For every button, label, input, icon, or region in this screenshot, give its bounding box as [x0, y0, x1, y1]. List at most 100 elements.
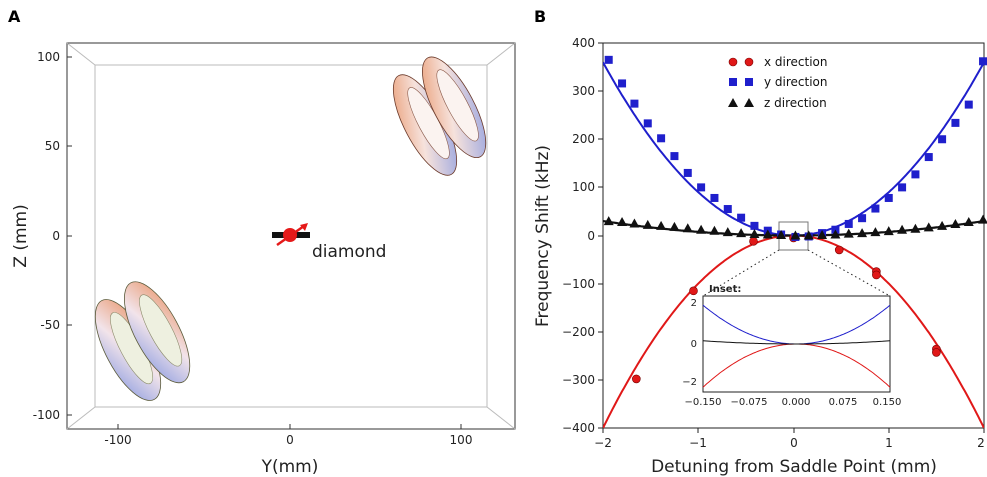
ytick-label: -50 — [40, 318, 60, 332]
data-point-y — [964, 100, 973, 109]
inset-xtick: 0.000 — [782, 397, 811, 408]
xtick-label: -100 — [104, 433, 131, 447]
data-point-z — [950, 218, 961, 228]
ytick-label: 50 — [45, 139, 60, 153]
data-point-z — [897, 224, 908, 234]
inset-ytick: −2 — [682, 377, 697, 388]
panel-a-box — [94, 64, 488, 408]
data-point-y — [737, 213, 746, 222]
data-point-y — [898, 183, 907, 192]
ytick-label: 0 — [52, 229, 60, 243]
data-point-z — [696, 224, 707, 234]
ytick-label: −200 — [562, 325, 595, 339]
data-point-y — [670, 152, 679, 161]
data-point-y — [604, 55, 613, 64]
box-edge — [486, 42, 516, 66]
ytick-label: 100 — [37, 50, 60, 64]
panel-a-xlabel: Y(mm) — [261, 457, 319, 477]
data-point-y — [630, 99, 639, 108]
box-edge — [66, 406, 96, 430]
data-point-z — [642, 219, 653, 229]
legend-label: y direction — [764, 75, 828, 89]
panel-b-xticks: −2 −1 0 1 2 — [594, 428, 985, 450]
inset-label: Inset: — [709, 284, 741, 295]
data-point-y — [871, 204, 880, 213]
ytick-label: 0 — [587, 229, 595, 243]
xtick-label: 2 — [977, 436, 985, 450]
xtick-label: 0 — [286, 433, 294, 447]
panel-a-plot: 100 50 0 -50 -100 -100 0 100 Y(mm) Z (mm… — [11, 42, 516, 477]
panel-a-yticks: 100 50 0 -50 -100 — [33, 50, 72, 422]
data-point-z — [923, 222, 934, 232]
inset-curves — [702, 304, 891, 388]
diamond-marker — [272, 223, 310, 247]
legend-label: x direction — [764, 55, 828, 69]
data-point-x — [932, 348, 941, 357]
inset-xtick: 0.150 — [873, 397, 902, 408]
data-point-y — [657, 134, 666, 143]
panel-b-ylabel: Frequency Shift (kHz) — [533, 145, 553, 327]
coil-pair-lower — [94, 281, 191, 401]
data-point-y — [951, 118, 960, 127]
box-edge — [66, 42, 96, 66]
data-point-y — [938, 135, 947, 144]
legend: x direction y direction z direction — [728, 55, 828, 110]
legend-item-z: z direction — [728, 96, 827, 110]
data-point-z — [937, 220, 948, 230]
data-point-z — [830, 229, 841, 239]
xtick-label: 1 — [885, 436, 893, 450]
ytick-label: -100 — [33, 408, 60, 422]
data-point-y — [979, 57, 987, 66]
panel-b-yticks: 400 300 200 100 0 −100 −200 −300 −400 — [562, 36, 603, 435]
inset-xtick: 0.075 — [829, 397, 858, 408]
data-point-y — [683, 168, 692, 177]
ytick-label: −100 — [562, 277, 595, 291]
data-point-z — [910, 223, 921, 233]
xtick-label: 100 — [450, 433, 473, 447]
data-point-x — [872, 270, 881, 280]
legend-item-x: x direction — [728, 55, 828, 69]
data-point-y — [911, 170, 920, 179]
data-point-z — [722, 227, 733, 237]
data-point-z — [617, 217, 628, 227]
data-markers — [603, 55, 987, 384]
panel-b-label: B — [534, 7, 546, 26]
legend-item-y: y direction — [729, 75, 828, 89]
legend-label: z direction — [764, 96, 827, 110]
data-point-z — [817, 230, 828, 240]
ytick-label: 200 — [572, 132, 595, 146]
inset-ytick: 2 — [691, 298, 697, 309]
inset-plot: Inset: 2 0 −2 −0.150 −0.075 0.000 0.075 … — [682, 284, 901, 408]
ytick-label: 400 — [572, 36, 595, 50]
data-point-y — [723, 205, 732, 214]
data-point-z — [656, 220, 667, 230]
inset-xtick: −0.075 — [730, 397, 767, 408]
coil-pair-upper — [392, 56, 487, 176]
data-point-z — [669, 221, 680, 231]
ytick-label: −400 — [562, 421, 595, 435]
data-point-y — [844, 219, 853, 228]
diamond-label: diamond — [312, 242, 386, 262]
data-point-z — [857, 228, 868, 238]
data-point-z — [978, 214, 987, 224]
data-point-z — [803, 230, 814, 240]
data-point-y — [884, 193, 893, 202]
data-point-z — [682, 223, 693, 233]
data-point-z — [709, 225, 720, 235]
data-point-z — [776, 230, 787, 240]
data-point-z — [603, 216, 614, 226]
data-point-z — [749, 229, 760, 239]
ytick-label: 100 — [572, 180, 595, 194]
ytick-label: −300 — [562, 373, 595, 387]
panel-a-label: A — [8, 7, 21, 26]
data-point-z — [870, 227, 881, 237]
data-point-z — [762, 229, 773, 239]
data-point-z — [790, 230, 801, 240]
xtick-label: −1 — [689, 436, 707, 450]
panel-a-xticks: -100 0 100 — [104, 424, 472, 447]
inset-curve-z — [702, 340, 891, 345]
data-point-z — [629, 218, 640, 228]
ytick-label: 300 — [572, 84, 595, 98]
data-point-x — [632, 374, 641, 384]
xtick-label: −2 — [594, 436, 612, 450]
